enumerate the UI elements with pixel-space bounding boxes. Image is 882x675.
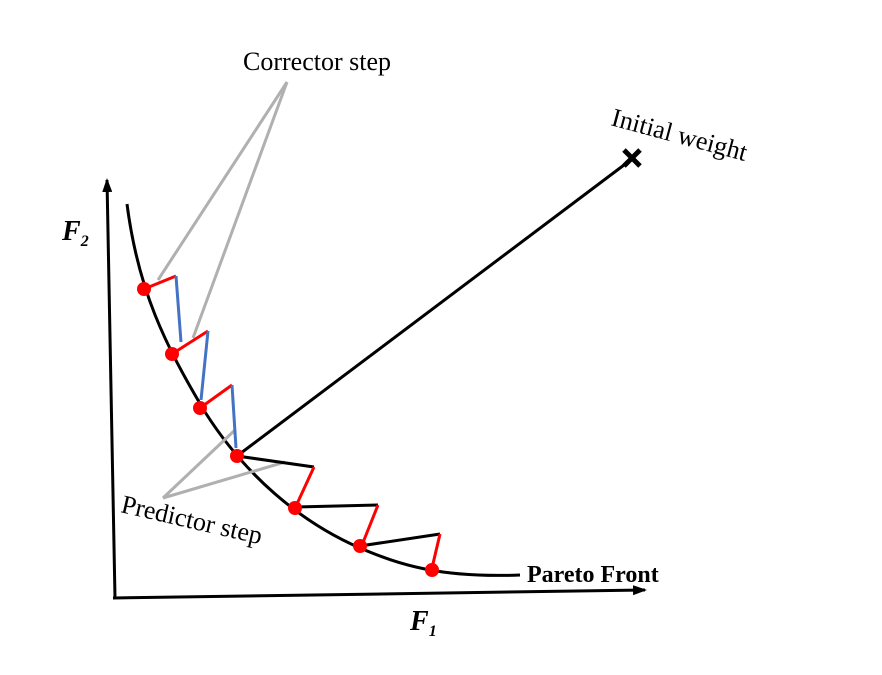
pareto-point [425,563,439,577]
x-axis [112,585,647,600]
y-axis [102,178,117,599]
predictor-step [171,329,209,356]
corrector-step-label: Corrector step [243,47,391,76]
pareto-point [353,539,367,553]
initial-weight-marker [622,148,642,168]
corrector-step [430,533,442,569]
predictor-step [295,503,379,509]
initial-weight-line [236,157,633,458]
corrector-step [174,275,183,343]
pareto-point [288,501,302,515]
corrector-step [360,504,380,546]
lower-steps [236,454,442,569]
upper-steps [143,274,238,449]
pareto-point [230,449,244,463]
predictor-callout-lines [161,428,286,500]
pareto-front-label: Pareto Front [527,562,659,588]
predictor-step [236,454,315,469]
pareto-front-curve [125,203,521,577]
corrector-step [294,466,316,507]
pareto-point [137,282,151,296]
corrector-callout-lines [156,81,289,339]
x-axis-label: F1 [409,606,437,640]
pareto-point [193,401,207,415]
pareto-points [137,282,439,577]
axes [102,178,647,600]
corrector-step [230,384,238,449]
predictor-step-label: Predictor step [119,490,266,551]
pareto-point [165,347,179,361]
corrector-step [199,330,210,401]
predictor-step [359,532,441,548]
y-axis-label: F2 [61,216,89,250]
